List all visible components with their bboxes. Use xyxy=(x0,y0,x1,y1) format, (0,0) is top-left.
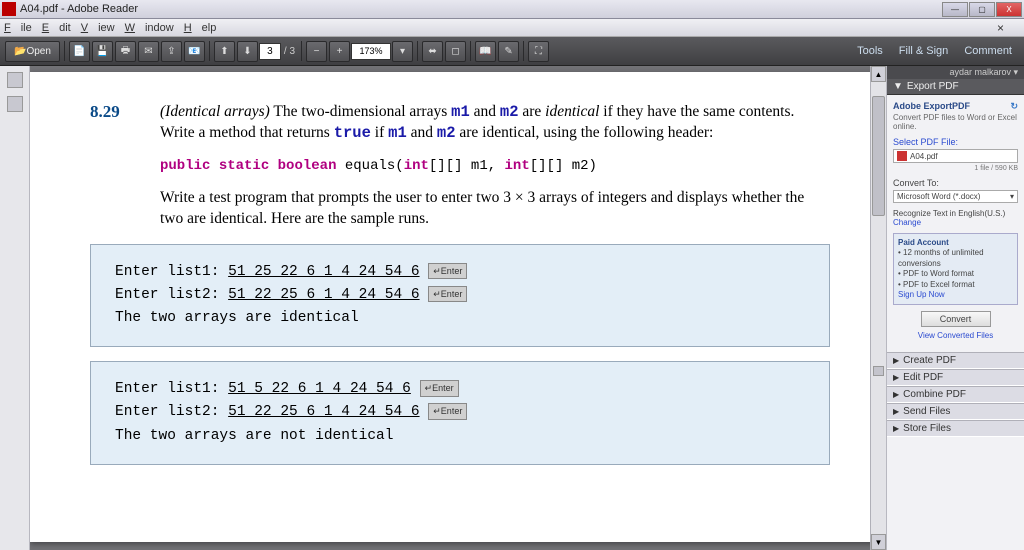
enter-key-icon: ↵Enter xyxy=(428,403,467,419)
menubar: File Edit View Window Help × xyxy=(0,19,1024,37)
page-down-icon[interactable]: ⬇ xyxy=(237,41,258,62)
comment-link[interactable]: Comment xyxy=(964,45,1012,57)
convert-to-label: Convert To: xyxy=(893,178,1018,188)
window-title: A04.pdf - Adobe Reader xyxy=(20,3,138,15)
tools-pane: aydar malkarov ▾ ▼Export PDF Adobe Expor… xyxy=(886,66,1024,550)
page-up-icon[interactable]: ⬆ xyxy=(214,41,235,62)
exercise-paragraph-2: Write a test program that prompts the us… xyxy=(160,188,830,230)
combine-pdf-section[interactable]: ▶Combine PDF xyxy=(887,386,1024,403)
tools-link[interactable]: Tools xyxy=(857,45,883,57)
close-button[interactable]: X xyxy=(996,2,1022,17)
send-files-section[interactable]: ▶Send Files xyxy=(887,403,1024,420)
attachments-icon[interactable] xyxy=(7,96,23,112)
zoom-input[interactable]: 173% xyxy=(351,43,391,60)
adobe-exportpdf-label: Adobe ExportPDF ↻ xyxy=(893,101,1018,111)
zoom-dropdown-icon[interactable]: ▾ xyxy=(392,41,413,62)
minimize-button[interactable]: — xyxy=(942,2,968,17)
paid-account-box: Paid Account • 12 months of unlimited co… xyxy=(893,233,1018,305)
export-pdf-section[interactable]: ▼Export PDF xyxy=(887,79,1024,95)
method-header: public static boolean equals(int[][] m1,… xyxy=(160,158,830,174)
page-total: / 3 xyxy=(284,46,295,57)
fit-page-icon[interactable]: ◻ xyxy=(445,41,466,62)
vertical-scrollbar[interactable]: ▲ ▼ xyxy=(870,66,886,550)
menu-help[interactable]: Help xyxy=(184,22,217,34)
scroll-up-icon[interactable]: ▲ xyxy=(871,66,886,82)
zoom-in-icon[interactable]: + xyxy=(329,41,350,62)
view-converted-link[interactable]: View Converted Files xyxy=(893,331,1018,340)
fill-sign-link[interactable]: Fill & Sign xyxy=(899,45,949,57)
menu-close-doc[interactable]: × xyxy=(991,21,1010,35)
pdf-page: 8.29 (Identical arrays) The two-dimensio… xyxy=(30,72,870,542)
exercise-paragraph-1: (Identical arrays) The two-dimensional a… xyxy=(160,102,830,144)
email-icon[interactable]: ✉ xyxy=(138,41,159,62)
menu-file[interactable]: File xyxy=(4,22,32,34)
document-area[interactable]: 8.29 (Identical arrays) The two-dimensio… xyxy=(30,66,870,550)
zoom-out-icon[interactable]: − xyxy=(306,41,327,62)
scroll-down-icon[interactable]: ▼ xyxy=(871,534,886,550)
menu-edit[interactable]: Edit xyxy=(42,22,71,34)
read-mode-icon[interactable]: 📖 xyxy=(475,41,496,62)
annotate-icon[interactable]: ✎ xyxy=(498,41,519,62)
print-icon[interactable]: 🖶 xyxy=(115,41,136,62)
export-icon[interactable]: ⇪ xyxy=(161,41,182,62)
convert-button[interactable]: Convert xyxy=(921,311,991,327)
enter-key-icon: ↵Enter xyxy=(428,286,467,302)
file-size: 1 file / 590 KB xyxy=(893,165,1018,172)
recognize-text-label: Recognize Text in English(U.S.) xyxy=(893,209,1005,218)
sample-run-2: Enter list1: 51 5 22 6 1 4 24 54 6 ↵Ente… xyxy=(90,361,830,465)
toolbar: 📂 Open 📄 💾 🖶 ✉ ⇪ 📧 ⬆ ⬇ 3 / 3 − + 173% ▾ … xyxy=(0,37,1024,66)
enter-key-icon: ↵Enter xyxy=(428,263,467,279)
scroll-thumb[interactable] xyxy=(872,96,885,216)
thumbnails-icon[interactable] xyxy=(7,72,23,88)
app-icon xyxy=(2,2,16,16)
save-icon[interactable]: 💾 xyxy=(92,41,113,62)
menu-view[interactable]: View xyxy=(81,22,115,34)
select-pdf-label: Select PDF File: xyxy=(893,137,1018,147)
navigation-pane xyxy=(0,66,30,550)
titlebar: A04.pdf - Adobe Reader — ▢ X xyxy=(0,0,1024,19)
signin-status[interactable]: aydar malkarov ▾ xyxy=(887,66,1024,79)
enter-key-icon: ↵Enter xyxy=(420,380,459,396)
pdf-icon xyxy=(897,151,907,161)
exercise-number: 8.29 xyxy=(90,102,160,230)
adobe-exportpdf-sub: Convert PDF files to Word or Excel onlin… xyxy=(893,113,1018,131)
open-button[interactable]: 📂 Open xyxy=(5,41,60,62)
store-files-section[interactable]: ▶Store Files xyxy=(887,420,1024,437)
create-pdf-section[interactable]: ▶Create PDF xyxy=(887,352,1024,369)
selected-file[interactable]: A04.pdf xyxy=(893,149,1018,163)
workspace: 8.29 (Identical arrays) The two-dimensio… xyxy=(0,66,1024,550)
convert-format-select[interactable]: Microsoft Word (*.docx)▾ xyxy=(893,190,1018,203)
edit-pdf-section[interactable]: ▶Edit PDF xyxy=(887,369,1024,386)
maximize-button[interactable]: ▢ xyxy=(969,2,995,17)
scroll-gripper[interactable] xyxy=(873,366,884,376)
window-buttons: — ▢ X xyxy=(941,2,1022,17)
send-icon[interactable]: 📧 xyxy=(184,41,205,62)
fullscreen-icon[interactable]: ⛶ xyxy=(528,41,549,62)
create-pdf-icon[interactable]: 📄 xyxy=(69,41,90,62)
page-number-input[interactable]: 3 xyxy=(259,43,281,60)
menu-window[interactable]: Window xyxy=(125,22,174,34)
sample-run-1: Enter list1: 51 25 22 6 1 4 24 54 6 ↵Ent… xyxy=(90,244,830,348)
change-lang-link[interactable]: Change xyxy=(893,218,921,227)
fit-width-icon[interactable]: ⬌ xyxy=(422,41,443,62)
signup-link[interactable]: Sign Up Now xyxy=(898,290,1013,300)
